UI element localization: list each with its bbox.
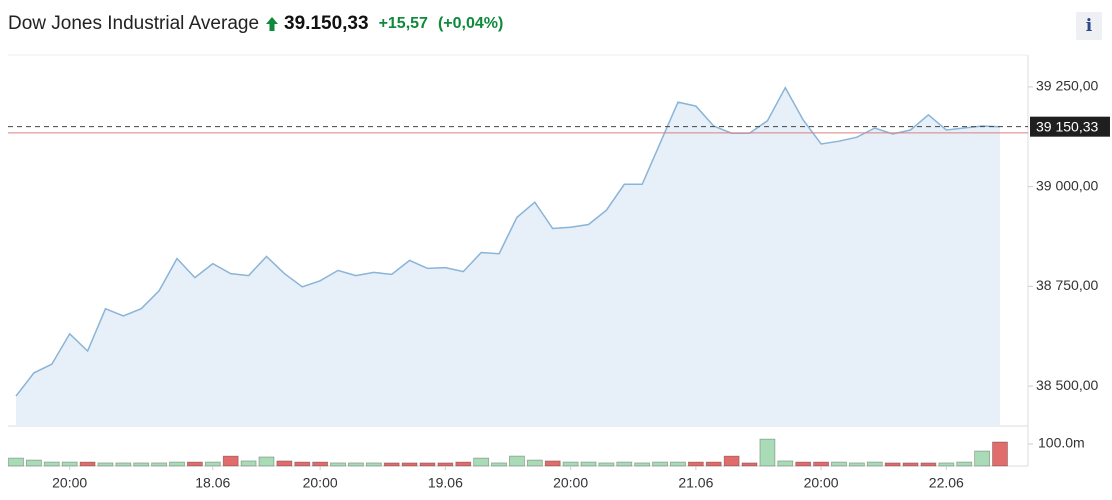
volume-bar	[777, 460, 794, 467]
y-tick-label: 39 000,00	[1036, 177, 1098, 193]
volume-bar	[974, 450, 991, 467]
volume-bar	[348, 462, 364, 467]
volume-bar	[741, 462, 758, 467]
volume-bar	[759, 438, 776, 467]
volume-bar	[831, 461, 847, 467]
x-tick-label: 20:00	[303, 475, 338, 491]
up-arrow	[266, 17, 279, 31]
volume-bar	[866, 461, 883, 467]
change-pct: (+0,04%)	[437, 15, 504, 32]
area	[16, 87, 1000, 426]
volume-bar	[705, 461, 722, 467]
x-tick-label: 20:00	[804, 475, 839, 491]
volume-bar	[8, 457, 24, 467]
volume-bar	[222, 455, 239, 467]
volume-bar	[365, 462, 382, 467]
volume-bar	[902, 462, 919, 467]
volume-bar	[455, 461, 472, 467]
y-tick-label: 39 250,00	[1036, 78, 1098, 94]
info-button[interactable]: i	[1076, 12, 1102, 40]
volume-bar	[562, 461, 579, 467]
change: +15,57	[378, 15, 428, 32]
volume-bar	[491, 462, 507, 467]
title: Dow Jones Industrial Average	[8, 13, 260, 34]
y-tick-label: 38 500,00	[1036, 377, 1098, 393]
volume-bar	[115, 462, 132, 467]
volume-bar	[938, 462, 955, 467]
volume-bar	[580, 461, 597, 467]
volume-bar	[25, 459, 42, 467]
volume-bar	[151, 462, 168, 467]
volume-tick-label: 100.0m	[1038, 435, 1085, 451]
volume-bar	[598, 462, 615, 467]
volume-bar	[920, 462, 937, 467]
volume-bar	[544, 460, 561, 467]
x-tick-label: 22.06	[929, 475, 964, 491]
volume-bar	[204, 461, 221, 467]
x-tick-label: 21.06	[678, 475, 713, 491]
x-tick-label: 18.06	[195, 475, 230, 491]
volume-bar	[276, 460, 293, 467]
volume-bar	[616, 461, 633, 467]
price: 39.150,33	[284, 13, 369, 34]
volume-bar	[133, 462, 150, 467]
volume-bar	[652, 461, 668, 467]
volume-bar	[509, 455, 525, 467]
volume-bar	[294, 461, 311, 467]
x-tick-label: 20:00	[553, 475, 588, 491]
volume-bar	[473, 457, 490, 467]
volume-bar	[813, 461, 829, 467]
volume-bar	[795, 461, 812, 467]
volume-bar	[437, 462, 454, 467]
volume-bar	[312, 461, 329, 467]
x-tick-label: 19.06	[428, 475, 463, 491]
volume-bar	[330, 462, 346, 467]
volume-bar	[687, 461, 704, 467]
volume-bar	[992, 441, 1008, 467]
volume-bar	[61, 461, 78, 467]
volume-bar	[97, 462, 114, 467]
volume-bar	[526, 459, 543, 467]
volume-bar	[401, 462, 418, 467]
volume-bar	[258, 456, 275, 467]
volume-bar	[187, 461, 203, 467]
volume-bar	[419, 462, 436, 467]
volume-bar	[169, 461, 185, 467]
header: Dow Jones Industrial Average 39.150,33 +…	[8, 10, 503, 38]
volume-bar	[723, 455, 740, 467]
y-tick-label: 38 750,00	[1036, 277, 1098, 293]
volume-bar	[240, 460, 257, 467]
volume-bar	[884, 462, 901, 467]
last-price-label: 39 150,33	[1036, 118, 1098, 134]
volume-bar	[848, 462, 865, 467]
volume-bar	[670, 461, 686, 467]
x-tick-label: 20:00	[52, 475, 87, 491]
volume-bar	[79, 461, 96, 467]
volume-bar	[634, 462, 651, 467]
last-price-box	[1030, 116, 1110, 137]
line	[15, 86, 1001, 397]
volume-bar	[383, 462, 400, 467]
volume-bar	[956, 461, 973, 467]
volume-bar	[43, 461, 60, 467]
